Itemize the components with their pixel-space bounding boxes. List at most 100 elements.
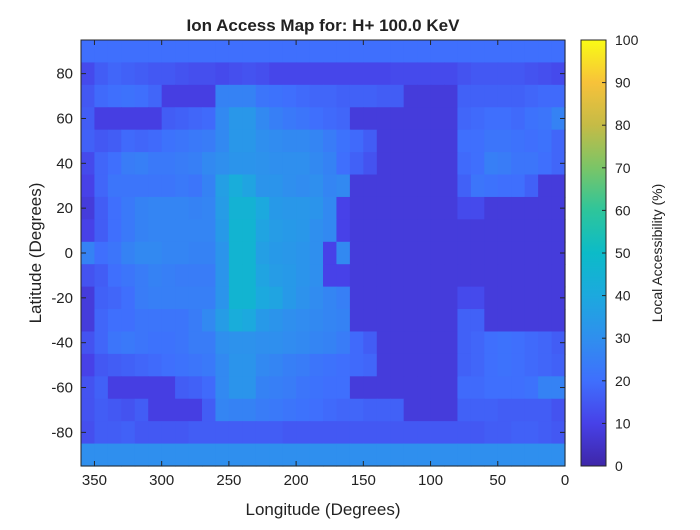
- heatmap-cell: [484, 376, 499, 400]
- heatmap-cell: [430, 264, 445, 288]
- heatmap-cell: [444, 174, 459, 198]
- heatmap-cell: [81, 398, 96, 422]
- heatmap-cell: [121, 398, 136, 422]
- heatmap-cell: [497, 309, 512, 333]
- heatmap-cell: [309, 174, 324, 198]
- heatmap-cell: [242, 376, 257, 400]
- heatmap-cell: [309, 62, 324, 86]
- heatmap-cell: [551, 174, 566, 198]
- heatmap-cell: [269, 309, 284, 333]
- heatmap-cell: [175, 421, 190, 445]
- heatmap-cell: [349, 353, 364, 377]
- heatmap-cell: [457, 107, 472, 131]
- heatmap-cell: [148, 421, 163, 445]
- heatmap-cell: [148, 353, 163, 377]
- heatmap-cell: [430, 196, 445, 220]
- heatmap-cell: [417, 107, 432, 131]
- heatmap-cell: [511, 398, 526, 422]
- heatmap-cell: [175, 129, 190, 153]
- heatmap-cell: [511, 84, 526, 108]
- heatmap-cell: [444, 219, 459, 243]
- heatmap-cell: [470, 443, 485, 467]
- heatmap-cell: [296, 421, 311, 445]
- heatmap-cell: [202, 398, 217, 422]
- heatmap-cell: [148, 309, 163, 333]
- heatmap-cell: [148, 331, 163, 355]
- heatmap-cell: [175, 309, 190, 333]
- heatmap-cell: [175, 353, 190, 377]
- heatmap-cell: [336, 309, 351, 333]
- heatmap-cell: [323, 107, 338, 131]
- heatmap-cell: [497, 286, 512, 310]
- heatmap-cell: [94, 376, 109, 400]
- heatmap-cell: [417, 286, 432, 310]
- heatmap-cell: [457, 398, 472, 422]
- heatmap-cell: [228, 84, 243, 108]
- heatmap-cell: [148, 376, 163, 400]
- heatmap-cell: [134, 196, 149, 220]
- heatmap-cell: [376, 286, 391, 310]
- heatmap-cell: [457, 174, 472, 198]
- heatmap-cell: [242, 107, 257, 131]
- heatmap-cell: [134, 286, 149, 310]
- heatmap-cell: [497, 174, 512, 198]
- heatmap-cell: [551, 219, 566, 243]
- x-tick-label: 100: [418, 472, 443, 489]
- heatmap-cell: [457, 40, 472, 64]
- heatmap-cell: [376, 196, 391, 220]
- heatmap-cell: [538, 84, 553, 108]
- heatmap-cell: [81, 40, 96, 64]
- heatmap-cell: [202, 286, 217, 310]
- heatmap-cell: [470, 398, 485, 422]
- heatmap-cell: [215, 241, 230, 265]
- heatmap-cell: [188, 129, 203, 153]
- heatmap-cell: [161, 264, 176, 288]
- colorbar-tick-label: 50: [615, 245, 631, 261]
- heatmap-cell: [309, 107, 324, 131]
- heatmap-cell: [497, 219, 512, 243]
- heatmap-cell: [282, 84, 297, 108]
- heatmap-cell: [470, 129, 485, 153]
- heatmap-cell: [538, 376, 553, 400]
- y-tick-label: -20: [51, 290, 73, 307]
- heatmap-cell: [349, 376, 364, 400]
- heatmap-cell: [497, 241, 512, 265]
- heatmap-cell: [390, 107, 405, 131]
- heatmap-cell: [323, 129, 338, 153]
- heatmap-cell: [175, 286, 190, 310]
- heatmap-cell: [255, 40, 270, 64]
- heatmap-cell: [497, 376, 512, 400]
- heatmap-cell: [470, 152, 485, 176]
- heatmap-cell: [417, 40, 432, 64]
- heatmap-cell: [175, 331, 190, 355]
- heatmap-cell: [107, 129, 122, 153]
- heatmap-cell: [323, 174, 338, 198]
- heatmap-cell: [363, 62, 378, 86]
- heatmap-cell: [282, 152, 297, 176]
- heatmap-cell: [497, 353, 512, 377]
- heatmap-cell: [81, 309, 96, 333]
- heatmap-cell: [336, 40, 351, 64]
- heatmap-cell: [296, 40, 311, 64]
- y-tick-label: -60: [51, 380, 73, 397]
- heatmap-cell: [188, 264, 203, 288]
- heatmap-cell: [430, 174, 445, 198]
- heatmap-cell: [524, 219, 539, 243]
- heatmap-cell: [121, 286, 136, 310]
- heatmap-cell: [470, 286, 485, 310]
- heatmap-cell: [175, 241, 190, 265]
- heatmap-cell: [390, 398, 405, 422]
- heatmap-cell: [255, 62, 270, 86]
- heatmap-cell: [551, 286, 566, 310]
- heatmap-cell: [497, 129, 512, 153]
- heatmap-cell: [430, 309, 445, 333]
- heatmap-cell: [269, 40, 284, 64]
- heatmap-cell: [148, 62, 163, 86]
- heatmap-cell: [430, 376, 445, 400]
- heatmap-cell: [161, 421, 176, 445]
- heatmap-cell: [323, 376, 338, 400]
- heatmap-cell: [94, 264, 109, 288]
- heatmap-cell: [148, 152, 163, 176]
- heatmap-cell: [323, 152, 338, 176]
- x-tick-label: 50: [489, 472, 506, 489]
